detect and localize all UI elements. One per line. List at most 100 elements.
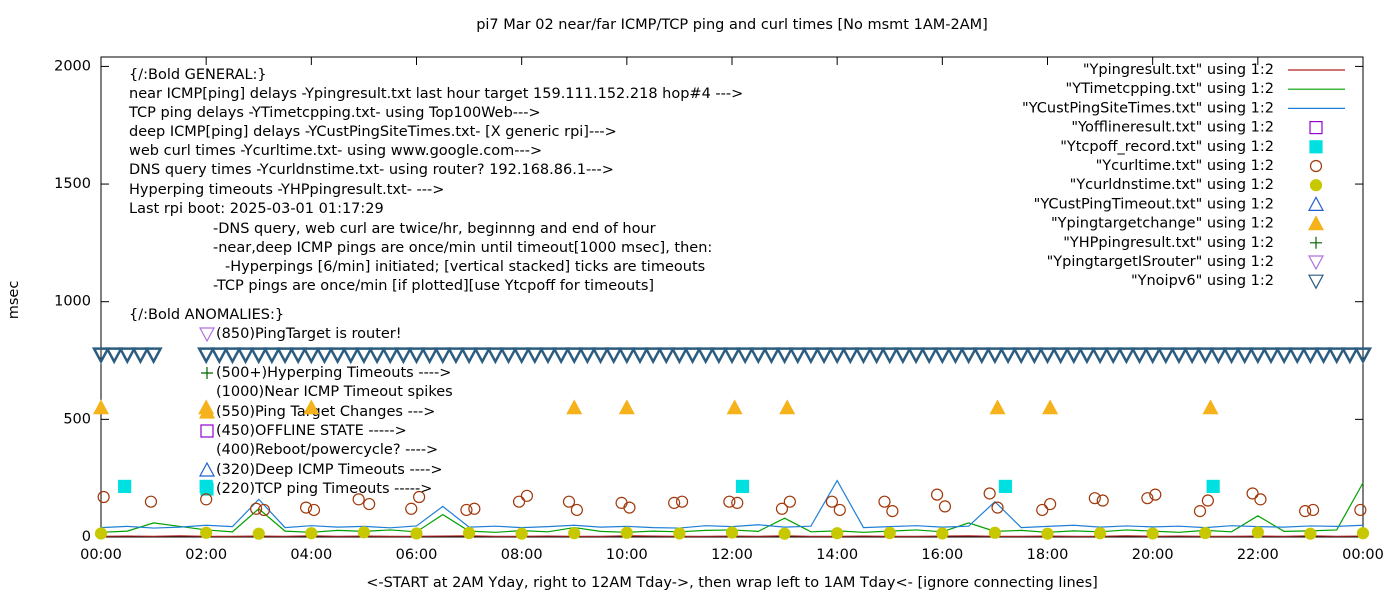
point xyxy=(200,493,213,506)
annotation: -TCP pings are once/min [if plotted][use… xyxy=(213,278,654,294)
legend-swatch xyxy=(1307,196,1325,211)
point xyxy=(92,399,110,415)
point xyxy=(1077,347,1097,365)
legend-label: "YHPpingresult.txt" using 1:2 xyxy=(1063,235,1274,251)
point xyxy=(1206,479,1220,494)
legend-label: "Ycurldnstime.txt" using 1:2 xyxy=(1070,177,1274,193)
annotation: (450)OFFLINE STATE -----> xyxy=(216,423,407,439)
point xyxy=(341,347,360,365)
point xyxy=(1288,347,1307,365)
x-tick-label: 20:00 xyxy=(1132,547,1174,563)
point xyxy=(405,502,418,515)
annotation: {/:Bold ANOMALIES:} xyxy=(129,307,284,323)
point xyxy=(1340,347,1359,365)
point xyxy=(623,501,636,514)
point xyxy=(302,347,321,365)
point xyxy=(630,347,650,365)
annotation: deep ICMP[ping] delays -YCustPingSiteTim… xyxy=(129,124,617,140)
legend-label: "Yofflineresult.txt" using 1:2 xyxy=(1071,120,1274,136)
point xyxy=(779,399,796,415)
annotation: near ICMP[ping] delays -Ypingresult.txt … xyxy=(129,86,743,102)
point xyxy=(460,503,473,517)
point xyxy=(998,479,1013,494)
point xyxy=(1306,503,1320,517)
point xyxy=(97,490,110,504)
x-tick-label: 14:00 xyxy=(816,547,858,563)
point xyxy=(250,502,263,515)
point xyxy=(570,503,583,517)
point xyxy=(814,347,834,365)
point xyxy=(413,490,426,504)
legend-label: "Ynoipv6" using 1:2 xyxy=(1131,273,1274,289)
legend-swatch xyxy=(1309,159,1323,173)
point xyxy=(1051,347,1070,365)
x-tick-label: 02:00 xyxy=(185,547,227,563)
point xyxy=(788,347,807,365)
point xyxy=(354,347,374,365)
point xyxy=(1064,347,1083,365)
annotation: -DNS query, web curl are twice/hr, begin… xyxy=(213,221,656,237)
y-axis-label: msec xyxy=(6,281,22,320)
point xyxy=(749,347,768,365)
y-tick-label: 500 xyxy=(63,411,91,427)
point xyxy=(1130,347,1149,365)
point xyxy=(946,347,965,365)
y-tick-label: 1000 xyxy=(54,294,91,310)
point xyxy=(367,347,387,365)
point xyxy=(249,347,268,365)
point xyxy=(828,347,847,365)
point xyxy=(983,487,996,500)
point xyxy=(538,347,558,365)
point xyxy=(305,527,318,540)
legend-swatch xyxy=(1307,274,1325,290)
point xyxy=(696,347,715,365)
legend-label: "Ytcpoff_record.txt" using 1:2 xyxy=(1060,139,1274,155)
point xyxy=(223,347,242,365)
point xyxy=(433,347,452,365)
point xyxy=(328,347,347,365)
point xyxy=(468,502,481,515)
point xyxy=(936,527,949,540)
annotation: (1000)Near ICMP Timeout spikes xyxy=(216,384,453,400)
point xyxy=(722,347,742,365)
x-tick-label: 16:00 xyxy=(921,547,963,563)
point xyxy=(1038,347,1057,365)
point xyxy=(1025,347,1044,365)
point xyxy=(775,502,789,515)
legend-label: "YCustPingTimeout.txt" using 1:2 xyxy=(1034,196,1274,212)
point xyxy=(1096,494,1109,507)
annotation: TCP ping delays -YTimetcpping.txt- using… xyxy=(128,105,541,121)
legend-swatch xyxy=(1309,179,1323,192)
point xyxy=(562,495,576,508)
point xyxy=(878,495,891,508)
point xyxy=(486,347,505,365)
legend-label: "Ycurltime.txt" using 1:2 xyxy=(1096,158,1274,174)
annotation: Hyperping timeouts -YHPpingresult.txt- -… xyxy=(129,182,444,198)
point xyxy=(1196,347,1215,365)
point xyxy=(198,399,215,415)
point xyxy=(833,503,846,517)
point xyxy=(275,347,295,365)
x-axis-label: <-START at 2AM Yday, right to 12AM Tday-… xyxy=(366,575,1098,591)
legend-swatch xyxy=(1310,236,1322,249)
point xyxy=(144,347,163,365)
point xyxy=(801,347,820,365)
point xyxy=(1235,347,1254,365)
point xyxy=(959,347,978,365)
point xyxy=(363,497,376,511)
point xyxy=(499,347,518,365)
point xyxy=(307,503,321,517)
x-tick-label: 10:00 xyxy=(606,547,648,563)
point xyxy=(778,527,791,540)
point xyxy=(723,495,736,508)
annotation: (220)TCP ping Timeouts -----> xyxy=(216,481,432,497)
point xyxy=(1088,492,1101,505)
point xyxy=(1202,399,1219,415)
point xyxy=(675,495,689,508)
point xyxy=(1354,503,1367,517)
series-points xyxy=(118,479,1220,494)
point xyxy=(118,347,137,365)
legend-label: "Ypingresult.txt" using 1:2 xyxy=(1083,62,1274,78)
point xyxy=(1275,347,1294,365)
point xyxy=(670,347,689,365)
